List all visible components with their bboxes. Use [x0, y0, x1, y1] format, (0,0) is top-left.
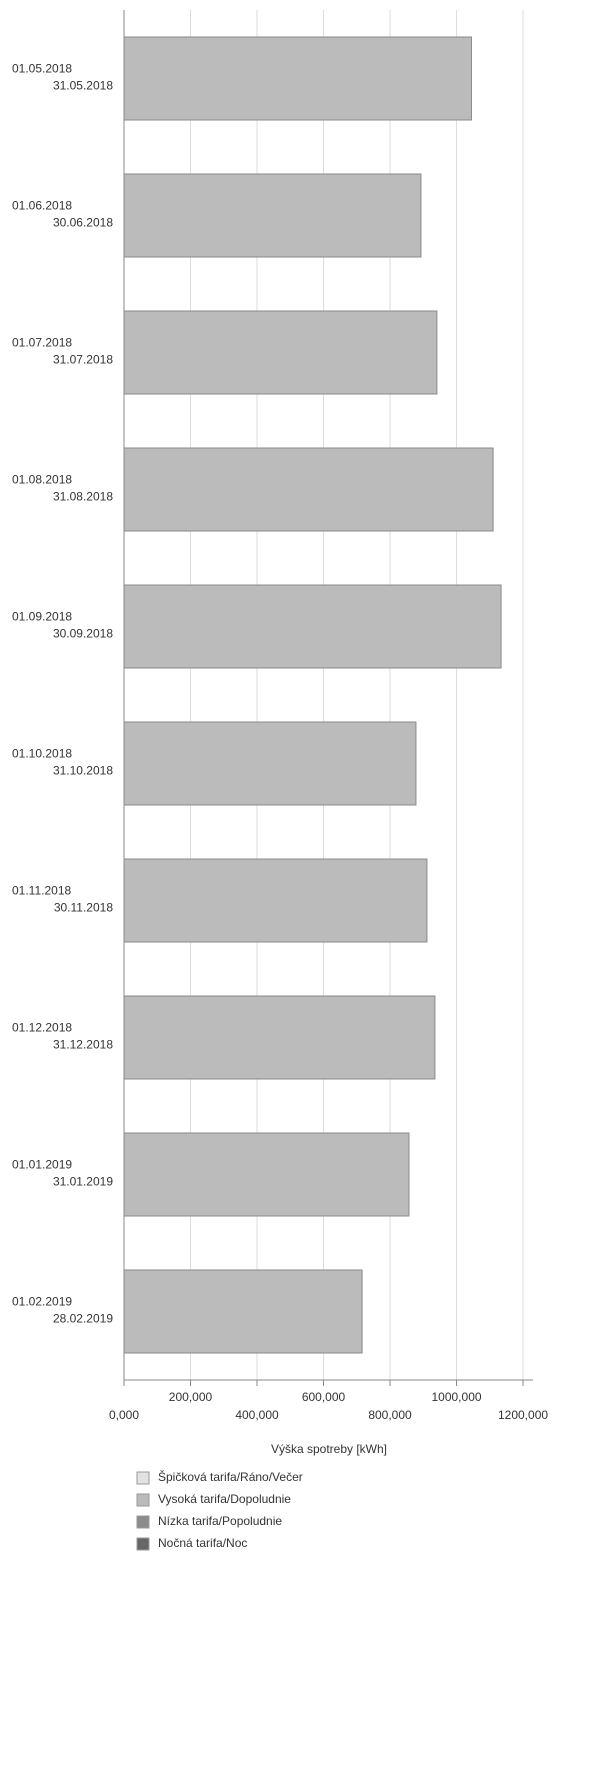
x-tick-label: 0,000 [109, 1408, 139, 1422]
y-tick-label: 31.10.2018 [53, 764, 113, 778]
y-tick-label: 01.06.2018 [12, 199, 72, 213]
y-tick-label: 01.10.2018 [12, 747, 72, 761]
y-tick-label: 01.11.2018 [12, 884, 71, 898]
y-tick-label: 30.09.2018 [53, 627, 113, 641]
bar-segment [123, 858, 428, 943]
y-tick-label: 28.02.2019 [53, 1312, 113, 1326]
y-tick-label: 30.06.2018 [53, 216, 113, 230]
legend-swatch [136, 1537, 150, 1551]
y-tick-label: 31.01.2019 [53, 1175, 113, 1189]
x-tick-label: 800,000 [368, 1408, 412, 1422]
y-tick-label: 01.09.2018 [12, 610, 72, 624]
legend-swatch [136, 1515, 150, 1529]
y-tick-label: 31.08.2018 [53, 490, 113, 504]
legend-swatch [136, 1471, 150, 1485]
legend-label: Nízka tarifa/Popoludnie [158, 1514, 282, 1528]
y-tick-label: 01.07.2018 [12, 336, 72, 350]
bar-segment [123, 310, 438, 395]
x-tick-label: 600,000 [302, 1390, 346, 1404]
legend-label: Vysoká tarifa/Dopoludnie [158, 1492, 291, 1506]
legend-swatch [136, 1493, 150, 1507]
x-tick-label: 200,000 [169, 1390, 213, 1404]
y-tick-label: 31.05.2018 [53, 79, 113, 93]
legend-label: Nočná tarifa/Noc [158, 1536, 247, 1550]
y-tick-label: 01.01.2019 [12, 1158, 72, 1172]
x-tick-label: 1000,000 [431, 1390, 481, 1404]
x-tick-label: 1200,000 [498, 1408, 548, 1422]
y-tick-label: 01.12.2018 [12, 1021, 72, 1035]
bar-segment [123, 995, 436, 1080]
y-tick-label: 30.11.2018 [54, 901, 113, 915]
bar-segment [123, 1132, 410, 1217]
bar-segment [123, 447, 494, 532]
y-tick-label: 01.02.2019 [12, 1295, 72, 1309]
y-tick-label: 31.07.2018 [53, 353, 113, 367]
y-tick-label: 01.08.2018 [12, 473, 72, 487]
bar-segment [123, 36, 472, 121]
x-axis-title: Výška spotreby [kWh] [271, 1442, 387, 1456]
y-tick-label: 31.12.2018 [53, 1038, 113, 1052]
bar-segment [123, 173, 422, 258]
y-tick-label: 01.05.2018 [12, 62, 72, 76]
legend-label: Špičková tarifa/Ráno/Večer [158, 1469, 303, 1484]
x-tick-label: 400,000 [235, 1408, 279, 1422]
bar-segment [123, 1269, 363, 1354]
bar-segment [123, 721, 417, 806]
bar-segment [123, 584, 502, 669]
